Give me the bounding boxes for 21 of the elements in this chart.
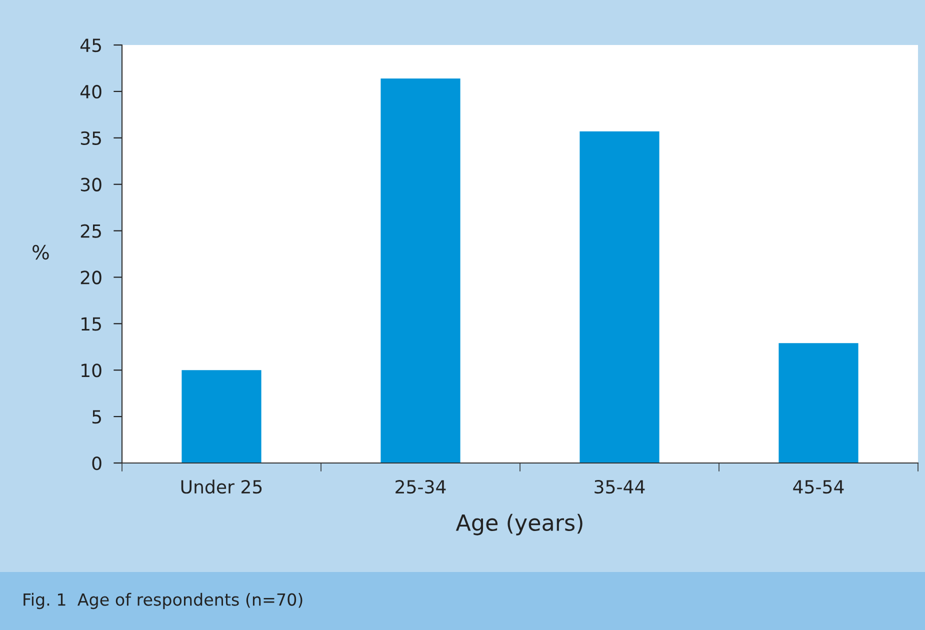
y-axis-title: % xyxy=(32,244,49,260)
y-tick-label: 35 xyxy=(80,131,101,146)
x-axis-title: Age (years) xyxy=(456,514,582,536)
x-tick-label: 25-34 xyxy=(396,480,446,494)
bar xyxy=(580,131,660,463)
y-tick-label: 45 xyxy=(80,38,101,52)
caption: Fig. 1 Age of respondents (n=70) xyxy=(24,592,302,610)
y-tick-label: 0 xyxy=(92,456,102,470)
x-tick-label: 35-44 xyxy=(594,480,645,494)
y-tick-label: 40 xyxy=(80,84,102,99)
y-tick-label: 30 xyxy=(80,178,102,192)
y-tick-label: 5 xyxy=(92,410,101,424)
y-tick-label: 15 xyxy=(82,317,101,331)
bar xyxy=(778,343,858,463)
y-tick-label: 10 xyxy=(82,364,102,378)
bar xyxy=(182,370,262,463)
bar xyxy=(380,78,460,463)
x-tick-label: Under 25 xyxy=(181,480,262,494)
y-tick-label: 20 xyxy=(80,270,102,284)
y-tick-label: 25 xyxy=(80,224,101,238)
x-tick-label: 45-54 xyxy=(793,480,844,494)
